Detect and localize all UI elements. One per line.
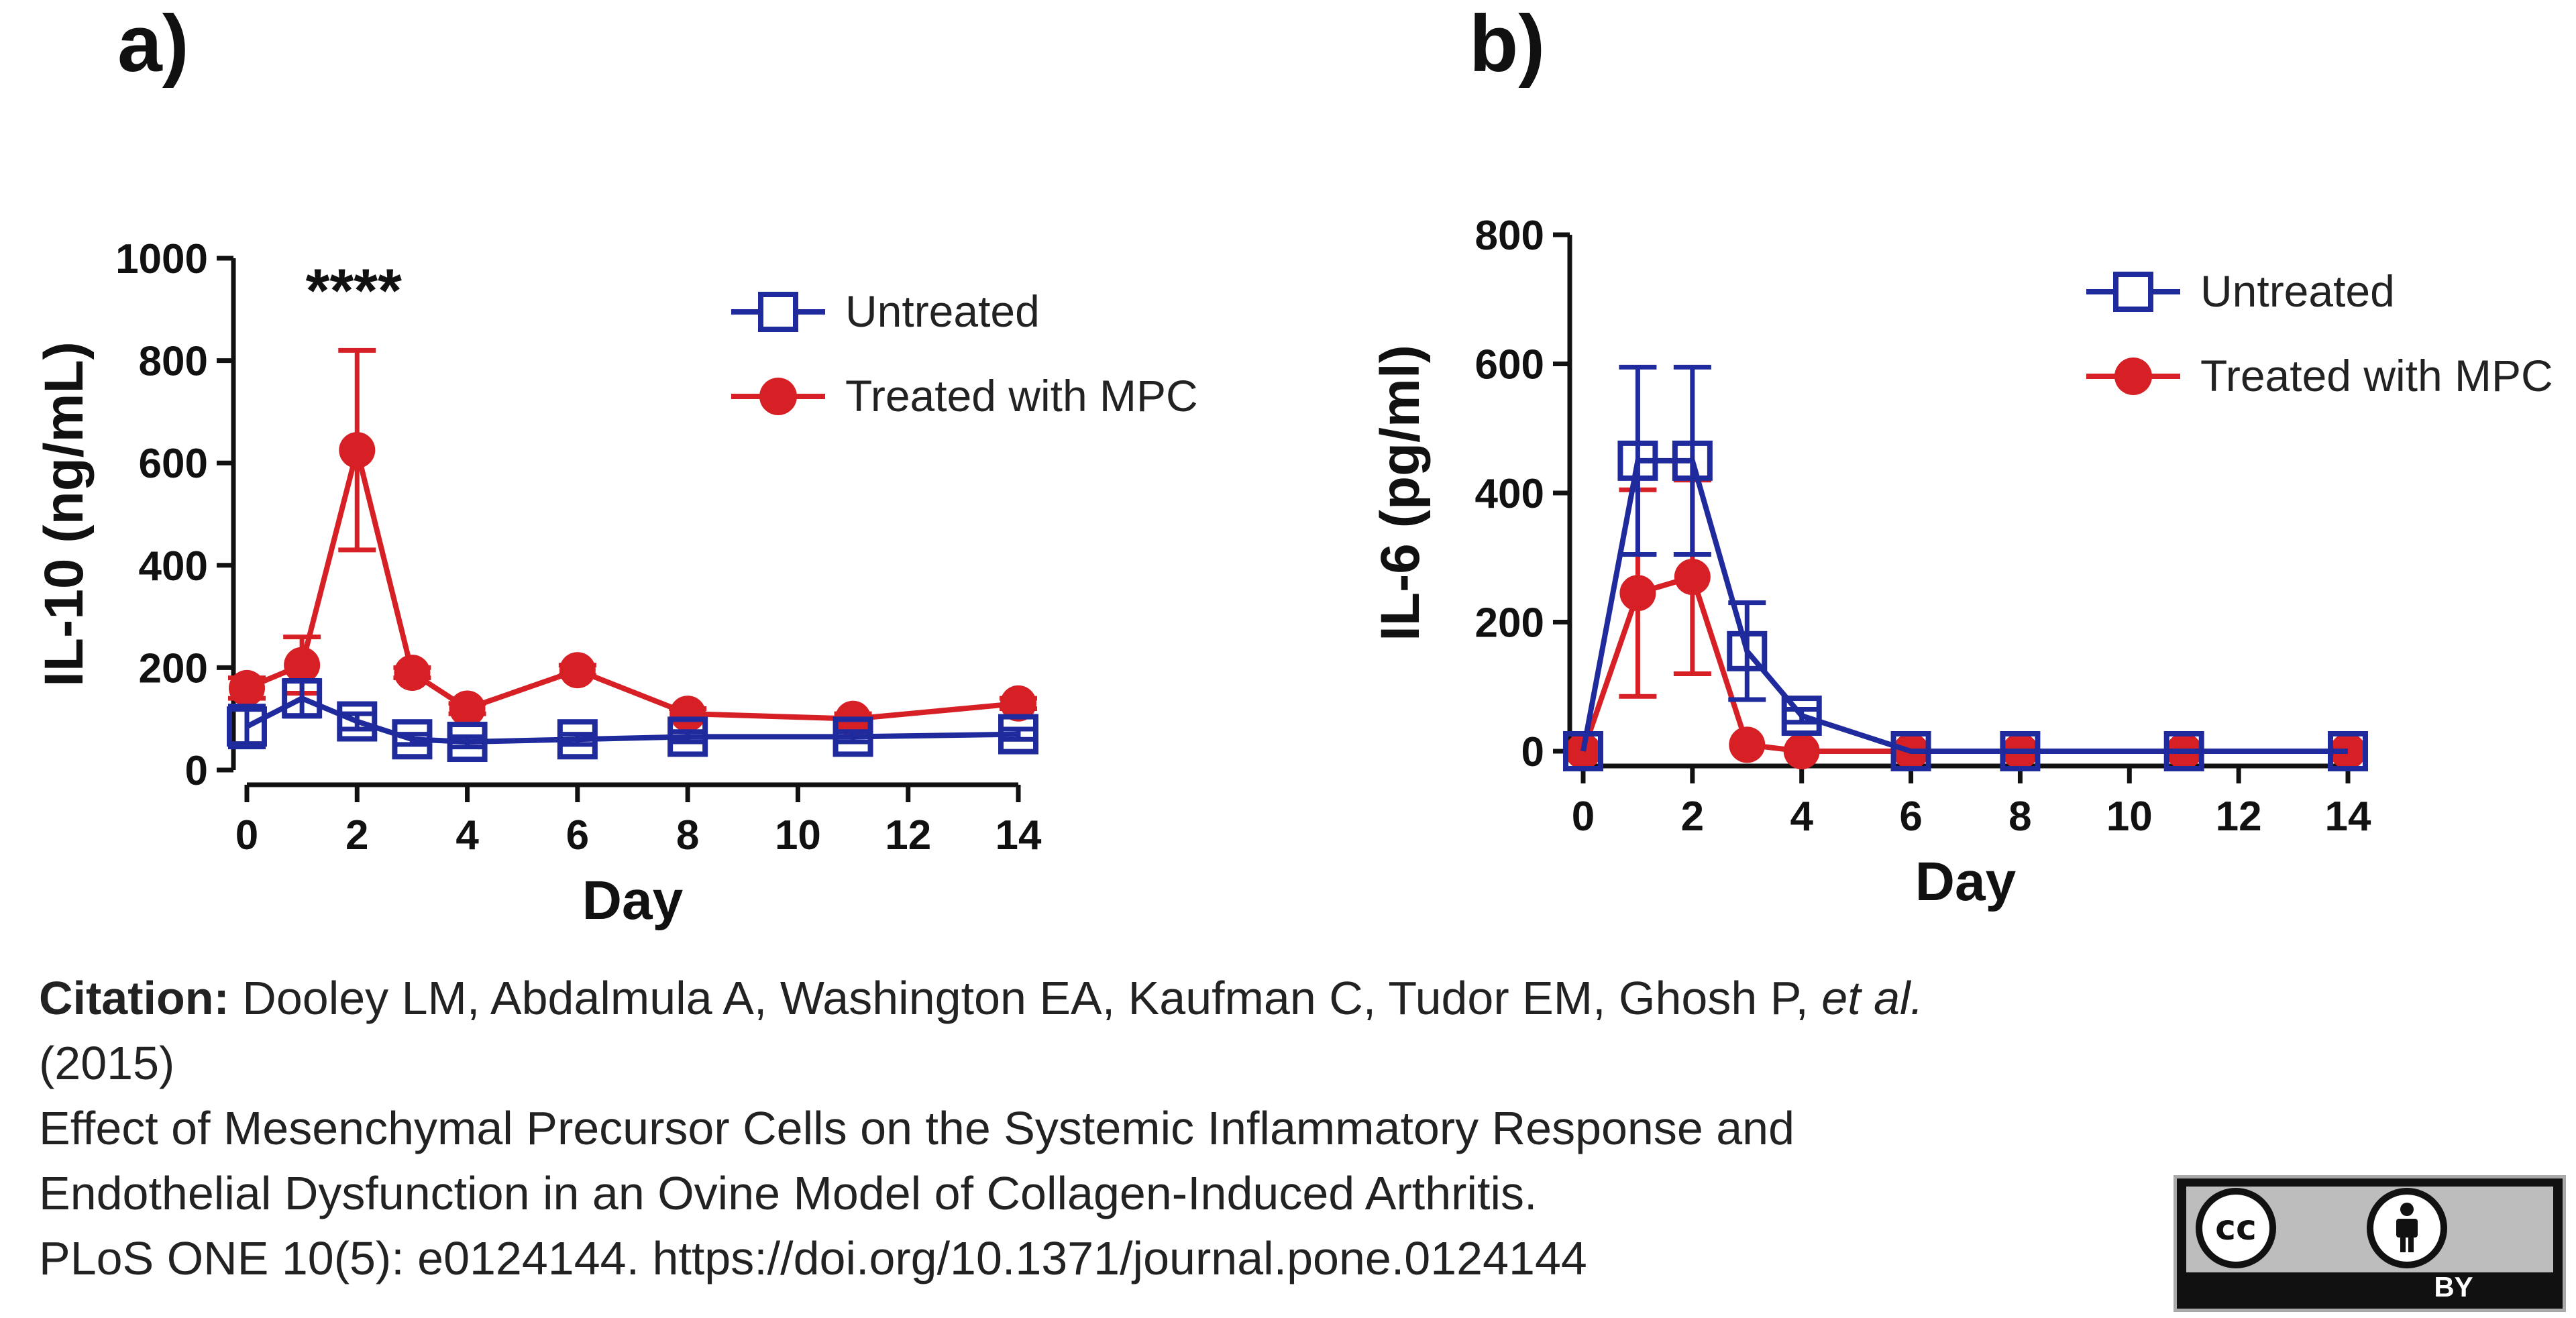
- cc-logo-icon: cc: [2196, 1188, 2276, 1268]
- chart-b-point-square: [1727, 630, 1768, 671]
- chart-a-y-tick-label: 400: [139, 543, 208, 590]
- chart-b-point-circle: [1619, 575, 1656, 612]
- chart-a-x-tick-label: 12: [885, 812, 931, 859]
- chart-a-point-square: [557, 719, 598, 760]
- chart-b-x-tick-label: 0: [1572, 793, 1595, 840]
- chart-a-y-axis-title: IL-10 (ng/mL): [34, 341, 95, 687]
- panel-a-label: a): [117, 0, 189, 89]
- chart-a-point-square: [337, 701, 378, 742]
- citation-title-line-2: Endothelial Dysfunction in an Ovine Mode…: [39, 1167, 1538, 1219]
- chart-a-point-square: [667, 716, 708, 757]
- chart-a-legend-label: Untreated: [845, 286, 1040, 336]
- chart-b-legend-label: Treated with MPC: [2200, 351, 2553, 400]
- panel-b-label: b): [1469, 0, 1546, 89]
- citation-authors: Dooley LM, Abdalmula A, Washington EA, K…: [229, 972, 1822, 1024]
- citation-block: Citation: Dooley LM, Abdalmula A, Washin…: [39, 966, 2521, 1291]
- chart-b-point-square: [2328, 731, 2368, 771]
- chart-a-point-circle: [394, 655, 431, 692]
- chart-b-x-tick-label: 4: [1790, 793, 1813, 840]
- chart-a-significance-annotation: ****: [306, 257, 402, 325]
- chart-b-point-circle: [1674, 559, 1711, 596]
- attribution-person-icon: [2367, 1188, 2447, 1268]
- chart-b-y-tick-label: 600: [1475, 342, 1544, 388]
- chart-a-point-square: [227, 706, 267, 747]
- chart-b-x-axis-title: Day: [1915, 851, 2017, 912]
- chart-b-y-tick-label: 200: [1475, 600, 1544, 647]
- chart-b-x-tick-label: 10: [2106, 793, 2153, 840]
- chart-a-point-circle: [339, 432, 376, 469]
- chart-b-series-line: [1580, 457, 2348, 754]
- chart-a-x-tick-label: 6: [566, 812, 589, 859]
- chart-b-y-tick-label: 400: [1475, 471, 1544, 517]
- chart-a-point-circle: [669, 696, 706, 732]
- chart-a-point-square: [833, 716, 873, 757]
- chart-a-x-tick-label: 10: [775, 812, 821, 859]
- chart-b-point-circle: [1729, 726, 1766, 763]
- chart-a-x-tick-label: 14: [996, 812, 1042, 859]
- chart-a-legend-circle-icon: [759, 378, 797, 415]
- citation-journal[interactable]: PLoS ONE 10(5): e0124144. https://doi.or…: [39, 1232, 1587, 1284]
- chart-a-series-line: [246, 449, 1019, 722]
- chart-a-y-tick-label: 600: [139, 441, 208, 487]
- chart-a-point-circle: [559, 652, 596, 689]
- chart-a-point-square: [998, 714, 1038, 755]
- cc-by-icon[interactable]: cc BY: [2174, 1175, 2566, 1312]
- chart-b-y-axis-title: IL-6 (pg/ml): [1370, 345, 1431, 641]
- chart-b-point-circle: [1783, 733, 1820, 769]
- chart-b-legend-label: Untreated: [2200, 266, 2395, 316]
- chart-a-x-axis-title: Day: [582, 870, 684, 931]
- chart-b-y-tick-label: 800: [1475, 213, 1544, 259]
- chart-a-point-square: [392, 719, 433, 760]
- chart-b-x-tick-label: 14: [2325, 793, 2371, 840]
- chart-a-legend-square-icon: [758, 292, 798, 332]
- chart-a-x-tick-label: 4: [455, 812, 479, 859]
- chart-a-point-square: [447, 722, 488, 763]
- chart-b-legend-square-icon: [2113, 272, 2153, 312]
- chart-a-point-circle: [1000, 685, 1036, 722]
- chart-a-x-tick-label: 0: [235, 812, 258, 859]
- chart-a-y-tick-label: 800: [139, 339, 208, 385]
- chart-b-legend-circle-icon: [2114, 358, 2152, 395]
- chart-a-point-circle: [284, 647, 321, 683]
- chart-a-y-tick-label: 0: [185, 748, 208, 794]
- chart-b-point-square: [1781, 696, 1822, 736]
- chart-b-x-tick-label: 12: [2216, 793, 2262, 840]
- chart-a-x-tick-label: 2: [345, 812, 368, 859]
- chart-a-point-circle: [229, 669, 265, 706]
- chart-b-x-tick-label: 2: [1681, 793, 1704, 840]
- chart-b-point-square: [1563, 731, 1603, 771]
- cc-by-label: BY: [2434, 1271, 2473, 1303]
- chart-b-point-square: [1890, 731, 1931, 771]
- chart-b-point-square: [1617, 440, 1658, 481]
- chart-a-point-circle: [449, 690, 486, 727]
- citation-title-line-1: Effect of Mesenchymal Precursor Cells on…: [39, 1102, 1795, 1154]
- chart-a-y-tick-label: 1000: [115, 236, 208, 282]
- chart-a-y-tick-label: 200: [139, 645, 208, 692]
- chart-a-point-square: [282, 678, 323, 719]
- chart-a-x-tick-label: 8: [676, 812, 699, 859]
- chart-a-legend-label: Treated with MPC: [845, 371, 1198, 421]
- citation-line-1: Citation: Dooley LM, Abdalmula A, Washin…: [39, 966, 2521, 1031]
- chart-b-x-tick-label: 8: [2008, 793, 2031, 840]
- chart-b-series-line: [1580, 573, 2348, 754]
- chart-b-point-square: [2000, 731, 2041, 771]
- chart-b-point-square: [2163, 731, 2204, 771]
- chart-b-y-tick-label: 0: [1521, 729, 1544, 775]
- citation-label: Citation:: [39, 972, 229, 1024]
- chart-b-x-tick-label: 6: [1899, 793, 1922, 840]
- citation-year: (2015): [39, 1037, 175, 1089]
- chart-b-point-square: [1672, 440, 1713, 481]
- person-glyph: [2396, 1203, 2418, 1252]
- citation-etal: et al.: [1821, 972, 1924, 1024]
